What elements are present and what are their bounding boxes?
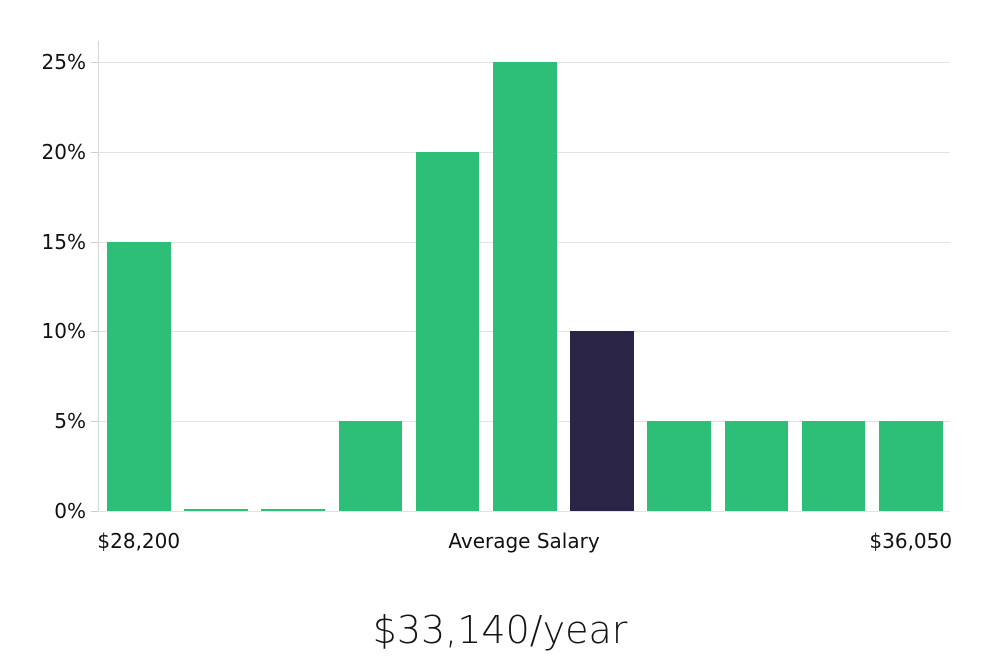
y-tick-label: 20%	[41, 139, 86, 164]
y-tick-25%	[91, 62, 98, 63]
x-axis-label-center: Average Salary	[448, 529, 600, 553]
x-axis-label-last-bar: $36,050	[869, 529, 953, 553]
bar	[261, 509, 325, 511]
y-tick-label: 25%	[41, 50, 86, 74]
bar	[724, 421, 789, 511]
y-tick-10%	[91, 331, 98, 333]
bar	[184, 509, 248, 511]
y-tick-20%	[91, 151, 98, 153]
bar	[801, 421, 866, 511]
y-tick-label: 15%	[41, 229, 86, 254]
bar-highlighted	[570, 331, 634, 511]
y-tick-15%	[91, 241, 98, 243]
bar	[415, 151, 480, 511]
average-salary-title: $33,140/year	[372, 608, 628, 652]
bar	[493, 62, 557, 511]
bar	[107, 241, 171, 511]
y-axis-line	[98, 41, 99, 512]
x-axis-label-first-bar: $28,200	[97, 529, 181, 553]
y-tick-label: 10%	[41, 319, 86, 344]
y-tick-label: 5%	[54, 409, 86, 434]
bar	[647, 421, 711, 511]
bar	[879, 421, 943, 511]
bar	[338, 421, 403, 511]
y-tick-label: 0%	[54, 499, 86, 523]
gridline-0%	[98, 511, 950, 512]
y-tick-5%	[91, 421, 98, 423]
y-tick-0%	[91, 511, 98, 512]
